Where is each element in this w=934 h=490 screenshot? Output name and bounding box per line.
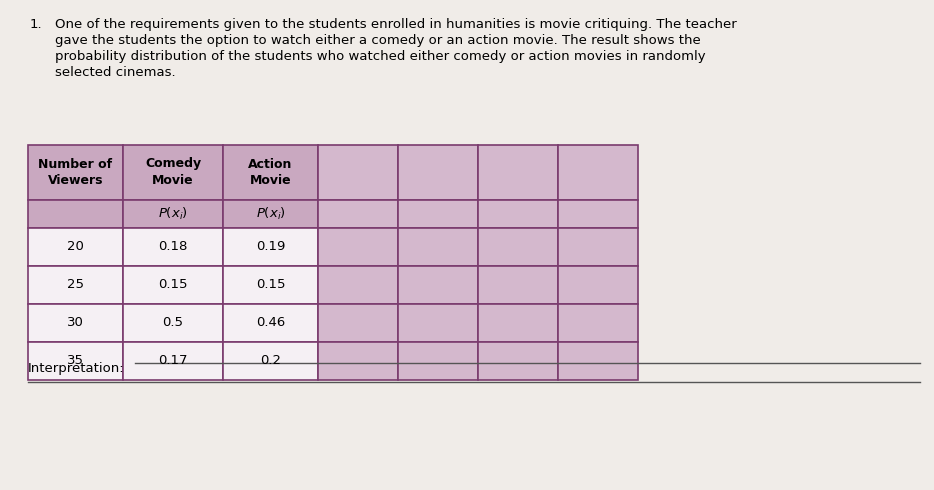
Text: One of the requirements given to the students enrolled in humanities is movie cr: One of the requirements given to the stu… — [55, 18, 737, 31]
Bar — [398, 228, 478, 266]
Text: Interpretation:: Interpretation: — [28, 362, 124, 375]
Bar — [318, 342, 398, 380]
Bar — [318, 304, 398, 342]
Bar — [28, 200, 123, 228]
Bar — [558, 145, 638, 200]
Text: 0.5: 0.5 — [163, 317, 183, 329]
Bar — [123, 266, 223, 304]
Text: 20: 20 — [67, 241, 84, 253]
Bar — [478, 342, 558, 380]
Text: 0.2: 0.2 — [260, 354, 281, 368]
Bar — [28, 342, 123, 380]
Bar — [28, 266, 123, 304]
Bar — [478, 145, 558, 200]
Text: 0.15: 0.15 — [256, 278, 285, 292]
Bar — [223, 200, 318, 228]
Text: 0.46: 0.46 — [256, 317, 285, 329]
Bar — [478, 228, 558, 266]
Bar — [123, 304, 223, 342]
Bar — [558, 200, 638, 228]
Bar — [398, 342, 478, 380]
Bar — [123, 228, 223, 266]
Bar — [558, 342, 638, 380]
Bar — [398, 200, 478, 228]
Text: 0.17: 0.17 — [158, 354, 188, 368]
Bar — [318, 145, 398, 200]
Bar — [223, 266, 318, 304]
Text: gave the students the option to watch either a comedy or an action movie. The re: gave the students the option to watch ei… — [55, 34, 700, 47]
Bar — [223, 342, 318, 380]
Bar — [478, 200, 558, 228]
Bar — [398, 145, 478, 200]
Bar — [123, 342, 223, 380]
Text: 1.: 1. — [30, 18, 43, 31]
Bar — [318, 266, 398, 304]
Bar — [398, 266, 478, 304]
Bar — [478, 266, 558, 304]
Bar — [28, 228, 123, 266]
Bar — [478, 304, 558, 342]
Bar — [398, 304, 478, 342]
Bar — [223, 228, 318, 266]
Bar — [123, 200, 223, 228]
Bar — [223, 304, 318, 342]
Bar — [558, 228, 638, 266]
Bar — [558, 304, 638, 342]
Text: probability distribution of the students who watched either comedy or action mov: probability distribution of the students… — [55, 50, 705, 63]
Text: 25: 25 — [67, 278, 84, 292]
Text: 0.15: 0.15 — [158, 278, 188, 292]
Bar — [223, 145, 318, 200]
Bar — [558, 266, 638, 304]
Bar — [28, 145, 123, 200]
Text: Comedy
Movie: Comedy Movie — [145, 157, 201, 188]
Text: 0.18: 0.18 — [158, 241, 188, 253]
Text: 35: 35 — [67, 354, 84, 368]
Bar — [28, 304, 123, 342]
Text: Action
Movie: Action Movie — [248, 157, 292, 188]
Text: selected cinemas.: selected cinemas. — [55, 66, 176, 79]
Text: $P(x_i)$: $P(x_i)$ — [158, 206, 188, 222]
Text: Number of
Viewers: Number of Viewers — [38, 157, 113, 188]
Text: 30: 30 — [67, 317, 84, 329]
Text: 0.19: 0.19 — [256, 241, 285, 253]
Bar — [318, 228, 398, 266]
Text: $P(x_i)$: $P(x_i)$ — [256, 206, 286, 222]
Bar — [318, 200, 398, 228]
Bar — [123, 145, 223, 200]
